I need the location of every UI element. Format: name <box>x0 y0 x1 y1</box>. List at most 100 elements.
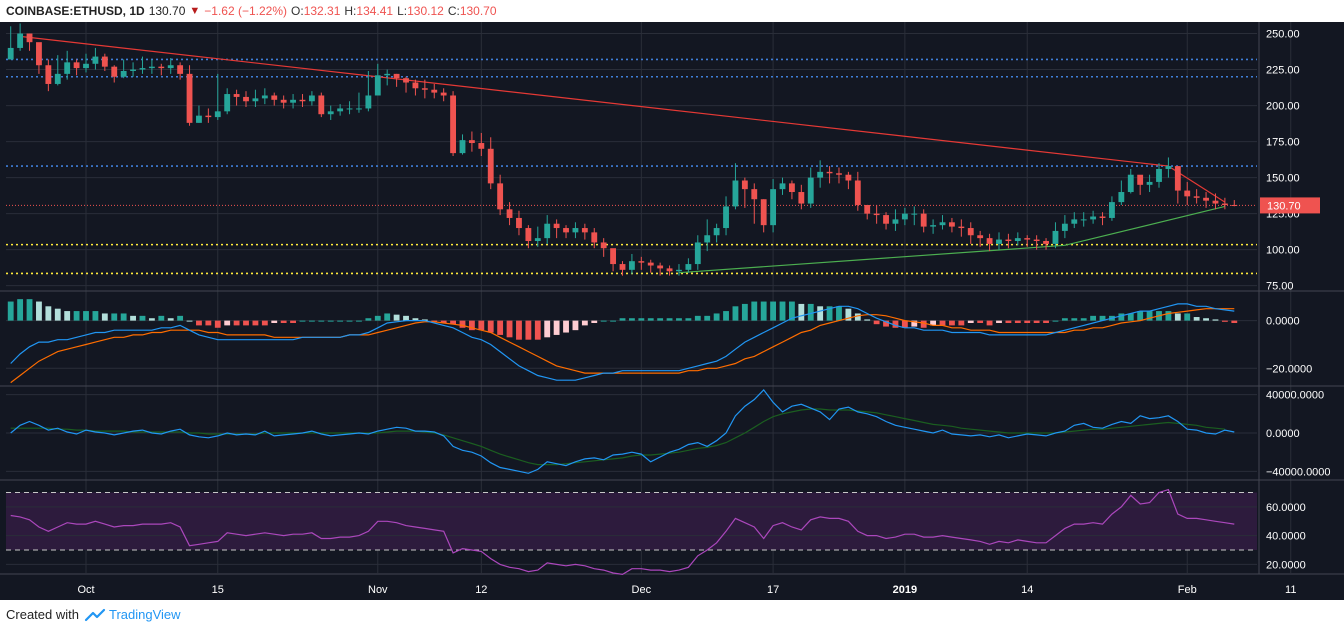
macd-histogram-bar <box>506 320 513 338</box>
x-axis-tick-label: 11 <box>1285 584 1296 596</box>
candle-body <box>356 108 362 110</box>
candle-body <box>73 62 80 69</box>
macd-histogram-bar <box>544 320 551 338</box>
candle <box>1109 196 1115 221</box>
candle <box>308 91 315 106</box>
macd-histogram-bar <box>1137 311 1144 321</box>
x-axis-tick-label: Dec <box>632 584 652 596</box>
candle <box>911 206 918 226</box>
macd-histogram-bar <box>158 315 165 321</box>
candle <box>365 70 372 112</box>
candle-body <box>873 213 880 216</box>
candle-body <box>271 95 278 100</box>
candle-body <box>779 183 786 190</box>
candle <box>506 202 513 226</box>
candle-body <box>610 248 617 265</box>
macd-histogram-bar <box>986 320 993 326</box>
price-axis-tick-label: 150.00 <box>1266 173 1300 185</box>
candle-body <box>563 228 569 233</box>
macd-histogram-bar <box>26 299 33 321</box>
candle-body <box>1090 216 1097 220</box>
down-triangle-icon: ▼ <box>189 5 201 17</box>
resistance-trendline <box>20 35 1169 167</box>
macd-histogram-bar <box>450 320 456 325</box>
rsi-line <box>10 488 1235 576</box>
chart-svg[interactable]: 75.00100.00125.00150.00175.00200.00225.0… <box>0 22 1344 600</box>
macd-axis-tick-label: 0.0000 <box>1266 316 1300 328</box>
candle <box>280 95 287 109</box>
candle <box>864 204 871 220</box>
macd-histogram-bar <box>854 313 861 321</box>
candle <box>73 59 80 76</box>
macd-histogram-bar <box>73 311 80 321</box>
macd-histogram-bar <box>779 301 786 321</box>
macd-histogram-bar <box>657 318 664 321</box>
macd-histogram-bar <box>958 320 965 326</box>
candle <box>412 79 419 96</box>
candle-body <box>346 108 353 110</box>
candle <box>64 50 71 80</box>
candle <box>836 167 842 184</box>
candle-body <box>694 242 701 265</box>
candle <box>516 210 522 236</box>
macd-histogram-bar <box>365 318 372 321</box>
tradingview-logo[interactable]: TradingView <box>83 607 181 622</box>
x-axis-tick-label: Oct <box>77 584 94 596</box>
candle <box>817 160 824 188</box>
chart-area[interactable]: 75.00 100.00 125.00 150.00 175.00 200.00 225.0… <box>0 22 1344 600</box>
candle <box>779 177 786 195</box>
candle-body <box>892 219 899 224</box>
candle <box>130 62 136 77</box>
candle-body <box>1071 219 1078 224</box>
price-axis-tick-label: 75.00 <box>1266 281 1294 293</box>
macd-histogram-bar <box>346 320 353 322</box>
candle-body <box>638 261 645 263</box>
candle-body <box>516 217 522 229</box>
last-price-badge-label: 130.70 <box>1267 200 1301 212</box>
candle-body <box>713 228 720 236</box>
candle <box>205 108 212 123</box>
candle <box>723 196 729 236</box>
candle-body <box>280 99 287 103</box>
candle <box>610 248 617 272</box>
price-axis-tick-label: 250.00 <box>1266 29 1300 41</box>
candle <box>525 225 532 249</box>
candle <box>647 259 654 273</box>
macd-histogram-bar <box>356 320 362 322</box>
candle <box>450 91 456 156</box>
x-axis-tick-label: 17 <box>767 584 779 596</box>
candle <box>252 89 259 108</box>
candle <box>421 79 428 99</box>
macd-histogram-bar <box>798 303 805 321</box>
tradingview-brand: TradingView <box>108 607 181 622</box>
macd-histogram-bar <box>139 315 146 321</box>
macd-histogram-bar <box>996 320 1002 323</box>
candle-body <box>676 269 682 272</box>
candle <box>83 53 89 73</box>
macd-histogram-bar <box>1221 320 1228 322</box>
macd-histogram-bar <box>647 318 654 321</box>
candle <box>901 207 908 226</box>
macd-histogram-bar <box>892 320 899 328</box>
osc-signal-line <box>10 408 1225 466</box>
candle-body <box>1043 241 1049 244</box>
macd-histogram-bar <box>186 320 193 322</box>
macd-histogram-bar <box>17 299 24 321</box>
candle-body <box>299 99 306 102</box>
macd-histogram-bar <box>327 320 334 322</box>
candle <box>939 215 946 230</box>
macd-histogram-bar <box>1231 320 1238 323</box>
macd-histogram-bar <box>1014 320 1021 323</box>
candle <box>1156 163 1162 188</box>
candle <box>770 179 777 233</box>
macd-histogram-bar <box>883 320 889 327</box>
candle <box>760 199 767 233</box>
macd-histogram-bar <box>1005 320 1012 323</box>
candle-body <box>845 174 852 181</box>
candle-body <box>1099 216 1106 218</box>
candle <box>628 253 635 275</box>
macd-histogram-bar <box>591 320 598 323</box>
price-change: −1.62 (−1.22%) <box>204 4 288 18</box>
candle <box>873 204 880 224</box>
macd-histogram-bar <box>148 318 155 321</box>
